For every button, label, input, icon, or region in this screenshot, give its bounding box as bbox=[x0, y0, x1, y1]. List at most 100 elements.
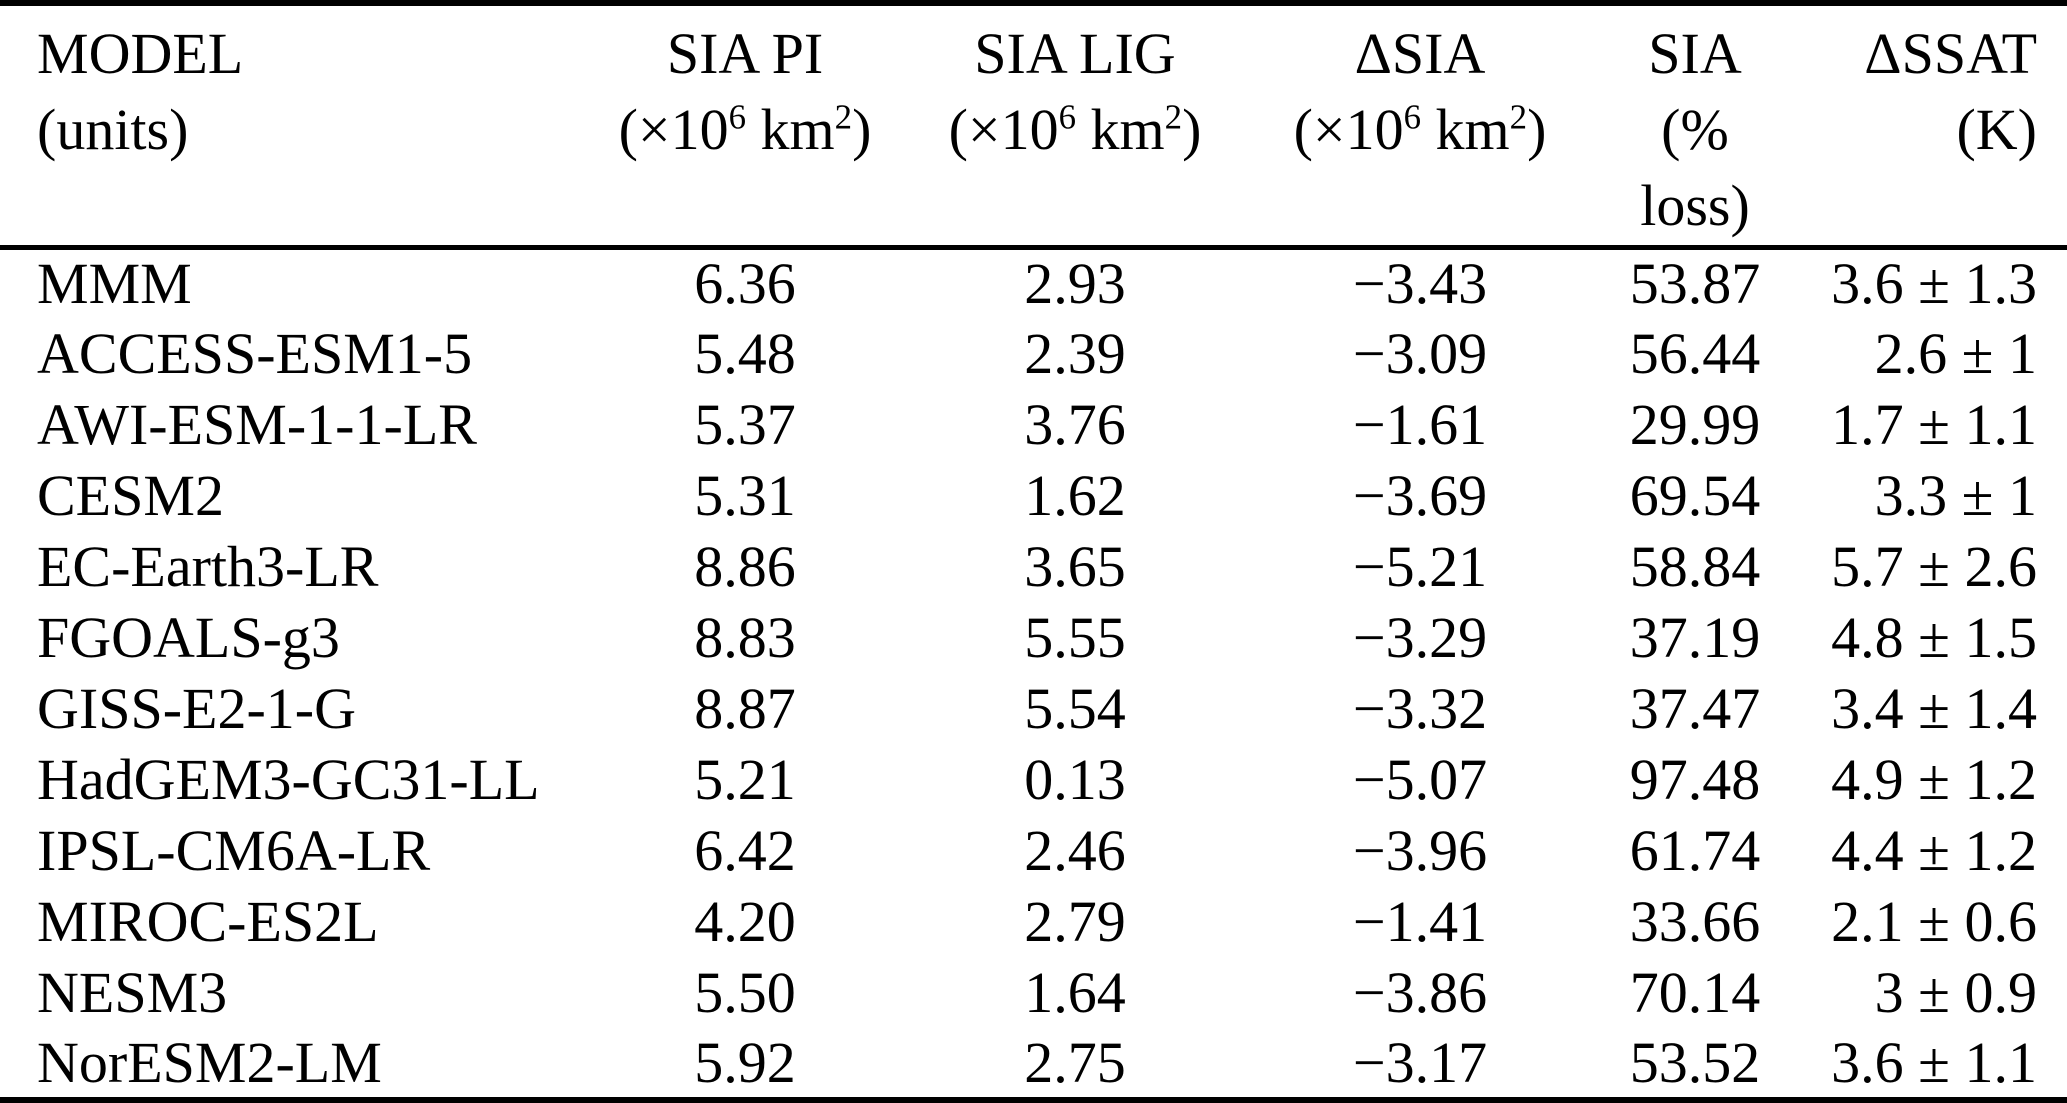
value-cell: 4.8 ± 1.5 bbox=[1831, 605, 2037, 671]
value-cell: −3.32 bbox=[1352, 676, 1488, 742]
col-title: SIA PI bbox=[666, 21, 824, 86]
value-cell: 70.14 bbox=[1629, 960, 1761, 1026]
value-cell: 2.93 bbox=[1024, 251, 1126, 317]
value-cell: −3.29 bbox=[1352, 605, 1488, 671]
value-cell: 61.74 bbox=[1629, 818, 1761, 884]
value-cell: 53.87 bbox=[1629, 251, 1761, 317]
value-cell: 56.44 bbox=[1629, 321, 1761, 387]
model-name-cell: CESM2 bbox=[37, 463, 224, 529]
table-row: ACCESS-ESM1-5 5.48 2.39 −3.09 56.44 2.6 ± 1 bbox=[0, 319, 2067, 390]
value-cell: 5.48 bbox=[694, 321, 796, 387]
col-title: SIA bbox=[1648, 21, 1742, 86]
value-cell: 3.6 ± 1.3 bbox=[1831, 251, 2037, 317]
value-cell: 2.39 bbox=[1024, 321, 1126, 387]
table-row: GISS-E2-1-G 8.87 5.54 −3.32 37.47 3.4 ± 1.4 bbox=[0, 674, 2067, 745]
col-header-model: MODEL (units) bbox=[0, 3, 600, 250]
value-cell: 3.65 bbox=[1024, 534, 1126, 600]
table-row: MIROC-ES2L 4.20 2.79 −1.41 33.66 2.1 ± 0.6 bbox=[0, 887, 2067, 958]
model-name-cell: IPSL-CM6A-LR bbox=[37, 818, 431, 884]
col-title: SIA LIG bbox=[974, 21, 1176, 86]
value-cell: 29.99 bbox=[1629, 392, 1761, 458]
model-name-cell: HadGEM3-GC31-LL bbox=[37, 747, 540, 813]
value-cell: 3.6 ± 1.1 bbox=[1831, 1029, 2037, 1095]
value-cell: 2.6 ± 1 bbox=[1874, 321, 2037, 387]
model-name-cell: ACCESS-ESM1-5 bbox=[37, 321, 473, 387]
model-name-cell: AWI-ESM-1-1-LR bbox=[37, 392, 477, 458]
model-name-cell: EC-Earth3-LR bbox=[37, 534, 379, 600]
value-cell: 8.86 bbox=[694, 534, 796, 600]
value-cell: 5.92 bbox=[694, 1029, 796, 1095]
value-cell: 2.1 ± 0.6 bbox=[1831, 889, 2037, 955]
value-cell: 37.19 bbox=[1629, 605, 1761, 671]
col-title: MODEL bbox=[37, 21, 244, 86]
value-cell: 1.62 bbox=[1024, 463, 1126, 529]
col-title: ΔSIA bbox=[1354, 21, 1486, 86]
value-cell: −3.86 bbox=[1352, 960, 1488, 1026]
col-header-sia-percent-loss: SIA (% loss) bbox=[1580, 3, 1810, 250]
value-cell: 4.9 ± 1.2 bbox=[1831, 747, 2037, 813]
col-header-sia-lig: SIA LIG (×106 km2) bbox=[890, 3, 1260, 250]
value-cell: 1.7 ± 1.1 bbox=[1831, 392, 2037, 458]
value-cell: 5.55 bbox=[1024, 605, 1126, 671]
col-units: (×106 km2) bbox=[948, 97, 1202, 162]
col-units: (units) bbox=[37, 97, 189, 162]
value-cell: −3.17 bbox=[1352, 1029, 1488, 1095]
model-name-cell: NESM3 bbox=[37, 960, 228, 1026]
value-cell: 1.64 bbox=[1024, 960, 1126, 1026]
value-cell: −3.09 bbox=[1352, 321, 1488, 387]
value-cell: 2.46 bbox=[1024, 818, 1126, 884]
value-cell: 5.31 bbox=[694, 463, 796, 529]
value-cell: 8.83 bbox=[694, 605, 796, 671]
value-cell: −1.61 bbox=[1352, 392, 1488, 458]
value-cell: −5.07 bbox=[1352, 747, 1488, 813]
model-name-cell: NorESM2-LM bbox=[37, 1029, 382, 1095]
col-units: (% loss) bbox=[1640, 97, 1750, 238]
value-cell: 5.7 ± 2.6 bbox=[1831, 534, 2037, 600]
col-header-delta-sia: ΔSIA (×106 km2) bbox=[1260, 3, 1580, 250]
value-cell: 2.79 bbox=[1024, 889, 1126, 955]
table-row: MMM 6.36 2.93 −3.43 53.87 3.6 ± 1.3 bbox=[0, 248, 2067, 319]
value-cell: 6.36 bbox=[694, 251, 796, 317]
value-cell: 3 ± 0.9 bbox=[1874, 960, 2037, 1026]
value-cell: 53.52 bbox=[1629, 1029, 1761, 1095]
value-cell: 5.54 bbox=[1024, 676, 1126, 742]
value-cell: 6.42 bbox=[694, 818, 796, 884]
value-cell: 3.76 bbox=[1024, 392, 1126, 458]
value-cell: 5.37 bbox=[694, 392, 796, 458]
table-row: AWI-ESM-1-1-LR 5.37 3.76 −1.61 29.99 1.7 ± 1.… bbox=[0, 390, 2067, 461]
table-row: EC-Earth3-LR 8.86 3.65 −5.21 58.84 5.7 ± 2.6 bbox=[0, 532, 2067, 603]
value-cell: 37.47 bbox=[1629, 676, 1761, 742]
table-row: CESM2 5.31 1.62 −3.69 69.54 3.3 ± 1 bbox=[0, 461, 2067, 532]
col-units: (×106 km2) bbox=[1293, 97, 1547, 162]
col-units: (×106 km2) bbox=[618, 97, 872, 162]
table-row: FGOALS-g3 8.83 5.55 −3.29 37.19 4.8 ± 1.5 bbox=[0, 603, 2067, 674]
header-row: MODEL (units) SIA PI (×106 km2) SIA LIG … bbox=[0, 3, 2067, 250]
value-cell: 69.54 bbox=[1629, 463, 1761, 529]
value-cell: −3.43 bbox=[1352, 251, 1488, 317]
value-cell: 8.87 bbox=[694, 676, 796, 742]
value-cell: 97.48 bbox=[1629, 747, 1761, 813]
value-cell: −1.41 bbox=[1352, 889, 1488, 955]
value-cell: 33.66 bbox=[1629, 889, 1761, 955]
table-row: IPSL-CM6A-LR 6.42 2.46 −3.96 61.74 4.4 ± 1.2 bbox=[0, 816, 2067, 887]
col-units: (K) bbox=[1956, 97, 2037, 162]
value-cell: 4.4 ± 1.2 bbox=[1831, 818, 2037, 884]
table-row: NESM3 5.50 1.64 −3.86 70.14 3 ± 0.9 bbox=[0, 958, 2067, 1029]
col-header-sia-pi: SIA PI (×106 km2) bbox=[600, 3, 890, 250]
table-row: NorESM2-LM 5.92 2.75 −3.17 53.52 3.6 ± 1.1 bbox=[0, 1029, 2067, 1100]
value-cell: 4.20 bbox=[694, 889, 796, 955]
col-title: ΔSSAT bbox=[1864, 21, 2037, 86]
value-cell: −3.69 bbox=[1352, 463, 1488, 529]
model-name-cell: MMM bbox=[37, 251, 192, 317]
model-name-cell: GISS-E2-1-G bbox=[37, 676, 356, 742]
table-row: HadGEM3-GC31-LL 5.21 0.13 −5.07 97.48 4.9 ± 1… bbox=[0, 745, 2067, 816]
model-name-cell: FGOALS-g3 bbox=[37, 605, 340, 671]
col-header-delta-ssat: ΔSSAT (K) bbox=[1810, 3, 2067, 250]
value-cell: 58.84 bbox=[1629, 534, 1761, 600]
value-cell: −5.21 bbox=[1352, 534, 1488, 600]
value-cell: 5.21 bbox=[694, 747, 796, 813]
model-name-cell: MIROC-ES2L bbox=[37, 889, 379, 955]
value-cell: 3.3 ± 1 bbox=[1874, 463, 2037, 529]
table-body: MMM 6.36 2.93 −3.43 53.87 3.6 ± 1.3 ACCESS-ESM… bbox=[0, 248, 2067, 1101]
